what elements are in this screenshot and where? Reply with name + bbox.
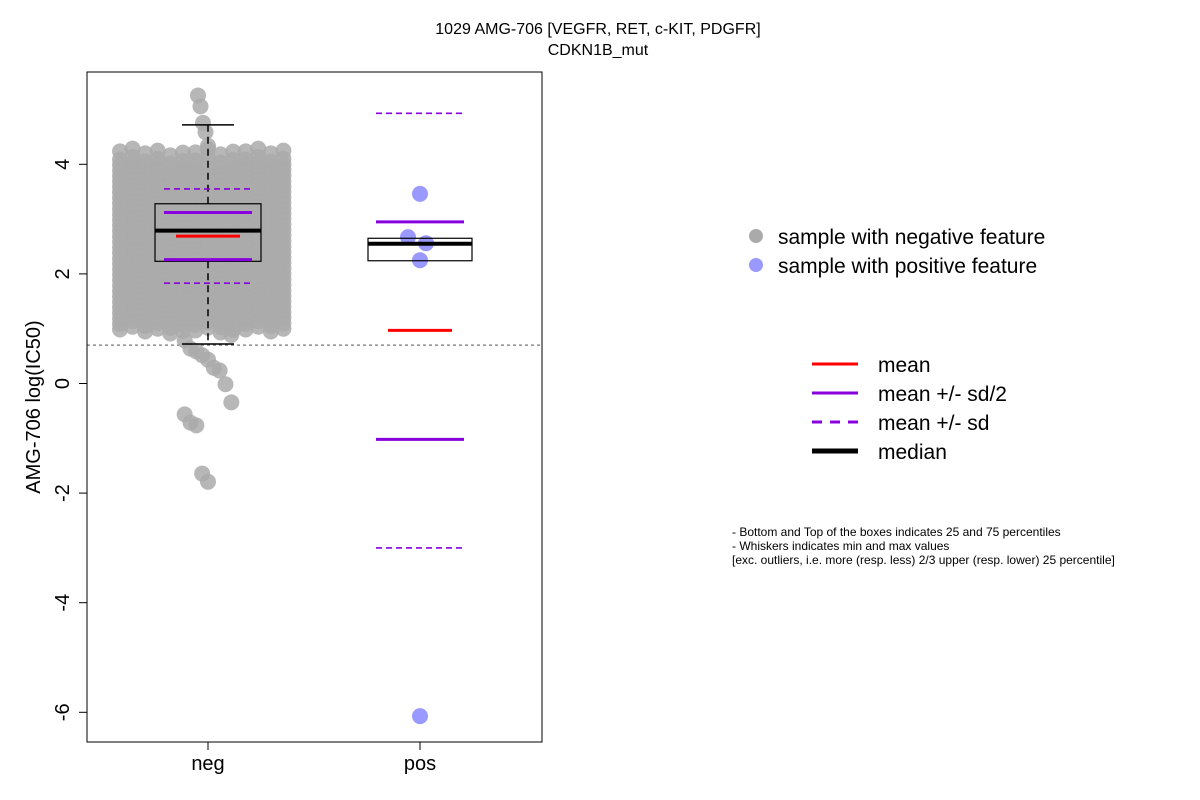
data-point — [211, 362, 228, 379]
note-line: - Whiskers indicates min and max values — [732, 539, 949, 553]
data-point — [149, 320, 166, 337]
data-point — [412, 185, 428, 202]
chart-subtitle: CDKN1B_mut — [548, 42, 649, 59]
data-point — [412, 708, 428, 725]
data-point — [187, 322, 204, 339]
data-point — [223, 394, 240, 411]
legend-line-label: mean +/- sd — [878, 412, 989, 435]
legend-point-marker — [749, 229, 763, 243]
legend-point-label: sample with positive feature — [778, 255, 1037, 278]
data-point — [137, 323, 154, 340]
data-point — [192, 98, 209, 115]
data-point — [112, 321, 128, 338]
y-tick-label: 4 — [52, 159, 74, 170]
data-point — [223, 326, 240, 343]
y-axis-label: AMG-706 log(IC50) — [23, 320, 45, 493]
plot-frame — [86, 71, 543, 743]
box — [367, 237, 473, 262]
data-point — [200, 473, 216, 490]
note-line: - Bottom and Top of the boxes indicates … — [732, 525, 1061, 539]
data-point — [262, 323, 279, 340]
notes: - Bottom and Top of the boxes indicates … — [732, 525, 1115, 567]
data-point — [162, 325, 179, 342]
legend-line-label: median — [878, 441, 947, 464]
data-point — [124, 318, 141, 335]
legend-point-label: sample with negative feature — [778, 226, 1045, 249]
x-tick-label: pos — [404, 753, 436, 775]
data-point — [275, 320, 292, 337]
y-tick-label: -2 — [52, 484, 74, 502]
legend-line-label: mean — [878, 354, 931, 377]
legend-point-marker — [749, 258, 763, 272]
data-point — [250, 318, 267, 335]
legend-line-label: mean +/- sd/2 — [878, 383, 1007, 406]
data-point — [197, 124, 214, 141]
data-point — [188, 417, 205, 434]
y-tick-label: 2 — [52, 268, 74, 279]
chart-title: 1029 AMG-706 [VEGFR, RET, c-KIT, PDGFR] — [435, 21, 760, 38]
note-line: [exc. outliers, i.e. more (resp. less) 2… — [732, 553, 1115, 567]
data-point — [400, 229, 416, 246]
data-point — [217, 376, 234, 393]
data-point — [237, 321, 254, 338]
x-tick-label: neg — [191, 753, 224, 775]
plot-area: -6 -4 -2 0 2 4 neg pos — [52, 87, 542, 775]
legend: sample with negative feature sample with … — [749, 226, 1045, 464]
y-tick-label: -6 — [52, 703, 74, 721]
y-tick-label: 0 — [52, 378, 74, 389]
y-tick-label: -4 — [52, 594, 74, 612]
